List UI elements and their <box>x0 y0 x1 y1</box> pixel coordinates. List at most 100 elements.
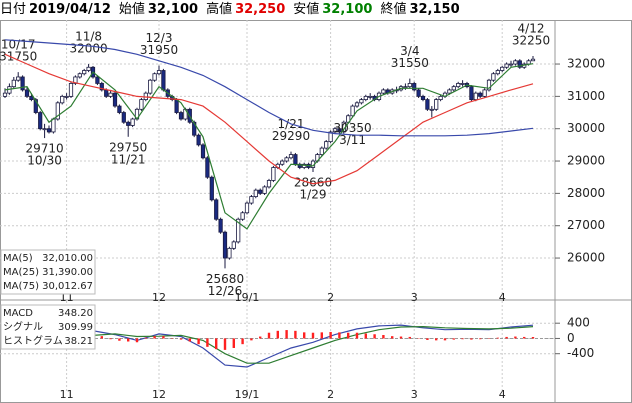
candle-body <box>381 89 386 94</box>
histogram-bar <box>373 334 376 339</box>
candle-body <box>451 86 456 91</box>
candle-body <box>73 76 78 84</box>
histogram-bar <box>320 332 323 339</box>
legend-name: MA(75) <box>3 281 39 292</box>
histogram-bar <box>523 336 526 339</box>
candle-body <box>297 163 302 168</box>
candle-body <box>200 144 206 159</box>
y-tick-label: 29000 <box>567 154 605 168</box>
histogram-bar <box>426 338 429 340</box>
candle-body <box>139 99 144 110</box>
annotation-value: 32000 <box>70 42 108 56</box>
histogram-bar <box>100 336 103 339</box>
histogram-bar <box>408 336 411 339</box>
x-tick-label: 11 <box>60 388 74 401</box>
annotation-date: 3/4 <box>400 44 419 58</box>
candle-body <box>42 128 47 131</box>
candle-body <box>530 58 536 62</box>
ma-line <box>4 63 534 230</box>
candle-body <box>46 128 52 133</box>
histogram-bar <box>338 332 341 339</box>
histogram-bar <box>144 337 147 339</box>
annotation-date: 4/12 <box>518 21 545 35</box>
legend-value: 32,010.00 <box>42 253 93 264</box>
annotation-date: 3/11 <box>339 133 366 147</box>
histogram-bar <box>470 338 473 340</box>
annotation-value: 28660 <box>294 176 332 190</box>
header-value: 2019/04/12 <box>29 2 111 17</box>
histogram-bar <box>259 336 262 339</box>
annotation-value: 29290 <box>272 129 310 143</box>
annotation-value: 29710 <box>26 142 64 156</box>
candle-body <box>161 70 166 91</box>
legend-name: MACD <box>3 308 33 319</box>
candle-body <box>288 154 294 159</box>
histogram-bar <box>206 338 209 347</box>
histogram-bar <box>452 338 455 340</box>
histogram-bar <box>461 338 464 340</box>
candle-body <box>148 79 153 94</box>
histogram-bar <box>355 332 359 339</box>
candle-body <box>29 95 34 101</box>
annotation-date: 12/26 <box>208 284 243 298</box>
candle-body <box>130 118 135 126</box>
histogram-bar <box>215 338 218 350</box>
candle-body <box>231 241 236 249</box>
candle-body <box>429 108 434 111</box>
histogram-bar <box>135 338 139 343</box>
histogram-bar <box>232 338 235 348</box>
candle-body <box>33 99 38 113</box>
candle-body <box>350 105 355 117</box>
candle-body <box>266 180 272 188</box>
candle-body <box>486 79 492 91</box>
histogram-bar <box>435 338 438 341</box>
y-tick-label: 28000 <box>567 186 605 200</box>
histogram-bar <box>197 338 200 345</box>
candle-body <box>416 89 421 97</box>
candle-body <box>196 134 201 146</box>
candle-body <box>469 86 474 101</box>
legend-value: 309.99 <box>58 322 93 333</box>
candle-body <box>407 83 412 88</box>
annotation-date: 10/30 <box>27 154 62 168</box>
candle-body <box>24 89 30 97</box>
legend-name: シグナル <box>3 320 43 333</box>
header-value: 32,150 <box>409 2 460 17</box>
x-tick-label: 3 <box>411 388 418 401</box>
candle-body <box>156 70 162 75</box>
candle-body <box>425 99 430 110</box>
candle-body <box>293 154 298 165</box>
candle-body <box>95 76 100 84</box>
histogram-bar <box>347 332 350 339</box>
candle-body <box>152 73 157 81</box>
candle-body <box>236 218 241 243</box>
candle-body <box>51 118 56 133</box>
candle-body <box>319 147 324 155</box>
histogram-bar <box>285 330 288 339</box>
histogram-bar <box>399 336 403 339</box>
annotation-value: 31750 <box>0 50 37 64</box>
histogram-bar <box>267 332 271 339</box>
histogram-bar <box>479 338 482 340</box>
histogram-bar <box>531 336 535 339</box>
candle-body <box>456 83 461 88</box>
candle-body <box>359 99 364 104</box>
histogram-bar <box>303 332 306 339</box>
y-tick-label: -400 <box>567 346 594 360</box>
candle-body <box>508 63 514 66</box>
header-value: 32,100 <box>322 2 373 17</box>
histogram-bar <box>391 336 394 339</box>
histogram-bar <box>496 337 499 339</box>
candle-body <box>68 83 74 97</box>
histogram-bar <box>179 338 183 340</box>
candle-body <box>368 95 373 98</box>
annotation-value: 25680 <box>206 272 244 286</box>
x-tick-label: 4 <box>499 388 506 401</box>
candle-body <box>244 202 250 214</box>
candle-body <box>482 89 487 97</box>
header-label: 日付 <box>0 2 27 17</box>
histogram-bar <box>514 336 517 339</box>
x-tick-label: 19/1 <box>235 291 260 304</box>
x-tick-label: 4 <box>499 291 506 304</box>
candle-body <box>222 231 228 259</box>
